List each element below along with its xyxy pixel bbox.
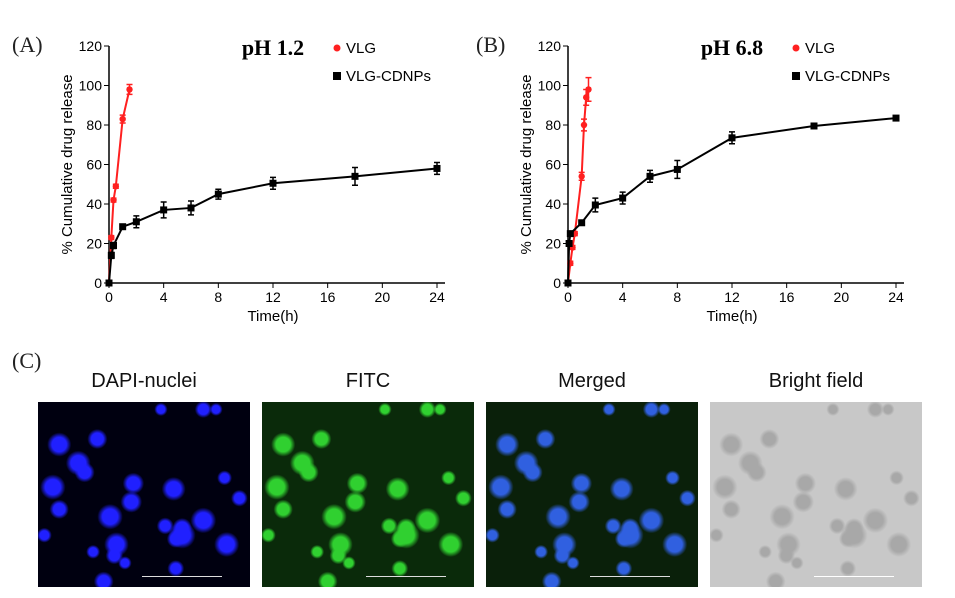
data-point	[214, 190, 222, 198]
legend-label: VLG-CDNPs	[346, 68, 431, 85]
microscopy-image-bright-field	[710, 402, 922, 587]
x-axis-label: Time(h)	[247, 308, 298, 325]
data-point	[126, 86, 133, 93]
legend-marker	[333, 72, 341, 80]
x-tick-label: 0	[564, 289, 572, 305]
chart-1: pH 6.8 0 4 8 12 16 20 24 0 20 40 60 80 100 120 Time(h)%…	[518, 35, 904, 325]
series-vlg-cdnps	[564, 114, 900, 287]
image-label: DAPI-nuclei	[91, 370, 197, 392]
data-point	[112, 183, 120, 190]
series-vlg	[564, 76, 592, 287]
scale-bar	[142, 576, 222, 577]
data-point	[566, 230, 574, 238]
y-tick-label: 120	[538, 38, 562, 54]
y-tick-label: 0	[94, 275, 102, 291]
legend-label: VLG-CDNPs	[805, 68, 890, 85]
data-point	[160, 206, 168, 214]
panel-label-c: (C)	[12, 348, 42, 373]
y-tick-label: 40	[545, 196, 561, 212]
data-point	[119, 223, 127, 231]
data-point	[578, 219, 586, 227]
y-tick-label: 20	[86, 236, 102, 252]
data-point	[565, 240, 573, 247]
scale-bar	[366, 576, 446, 577]
x-tick-label: 4	[160, 289, 168, 305]
microscopy-image-dapi-nuclei	[38, 402, 250, 587]
data-point	[580, 121, 588, 129]
scale-bar	[590, 576, 670, 577]
data-point	[591, 201, 599, 209]
x-tick-label: 16	[779, 289, 795, 305]
y-tick-label: 0	[553, 275, 561, 291]
data-point	[132, 218, 140, 226]
y-tick-label: 80	[545, 117, 561, 133]
data-point	[108, 234, 115, 241]
x-tick-label: 24	[429, 289, 445, 305]
panel-label-b: (B)	[476, 32, 506, 57]
y-tick-label: 100	[538, 78, 562, 94]
x-tick-label: 20	[375, 289, 391, 305]
data-point	[673, 165, 681, 173]
data-point	[187, 204, 195, 212]
x-axis-label: Time(h)	[706, 308, 757, 325]
data-point	[110, 241, 118, 249]
legend-label: VLG	[805, 40, 835, 57]
legend-marker	[333, 44, 341, 52]
x-tick-label: 16	[320, 289, 336, 305]
data-point	[646, 172, 654, 180]
legend-marker	[792, 72, 800, 80]
x-tick-label: 12	[265, 289, 281, 305]
data-point	[351, 172, 359, 180]
data-point	[107, 251, 115, 259]
y-axis-label: % Cumulative drug release	[59, 74, 76, 254]
x-tick-label: 20	[834, 289, 850, 305]
charts: pH 1.20 4 8 12 16 20 24020406080100120Time(h)%…	[59, 35, 904, 325]
data-point	[578, 173, 585, 180]
data-point	[728, 134, 736, 142]
y-tick-label: 40	[86, 196, 102, 212]
image-label: Bright field	[768, 370, 864, 392]
data-point	[892, 114, 900, 122]
y-tick-label: 60	[545, 157, 561, 173]
x-tick-label: 24	[888, 289, 904, 305]
y-tick-label: 80	[86, 117, 102, 133]
microscopy-image-merged	[486, 402, 698, 587]
image-label: Merged	[558, 370, 626, 392]
x-tick-label: 0	[105, 289, 113, 305]
legend-label: VLG	[346, 40, 376, 57]
x-tick-label: 12	[724, 289, 740, 305]
data-point	[564, 279, 572, 287]
chart-title: pH 6.8	[701, 35, 763, 60]
y-tick-label: 20	[545, 236, 561, 252]
data-point	[810, 122, 818, 130]
legend-marker	[792, 44, 800, 52]
data-point	[119, 115, 126, 123]
x-tick-label: 4	[619, 289, 627, 305]
image-label: FITC	[345, 370, 391, 392]
x-tick-label: 8	[214, 289, 222, 305]
x-tick-label: 8	[673, 289, 681, 305]
microscopy-image-fitc	[262, 402, 474, 587]
y-axis-label: % Cumulative drug release	[518, 74, 535, 254]
data-point	[433, 164, 441, 172]
chart-title: pH 1.2	[242, 35, 304, 60]
data-point	[110, 196, 117, 204]
series-vlg-cdnps	[105, 161, 441, 287]
y-tick-label: 120	[79, 38, 103, 54]
data-point	[105, 279, 113, 287]
y-tick-label: 100	[79, 78, 103, 94]
data-point	[585, 86, 592, 93]
y-tick-label: 60	[86, 157, 102, 173]
data-point	[619, 194, 627, 202]
chart-0: pH 1.2 0 4 8 12 16 20 24 0 20 40 60 80 100 120 Time(h)%…	[59, 35, 445, 325]
scale-bar	[814, 576, 894, 577]
panel-label-a: (A)	[12, 32, 43, 57]
data-point	[269, 179, 277, 187]
